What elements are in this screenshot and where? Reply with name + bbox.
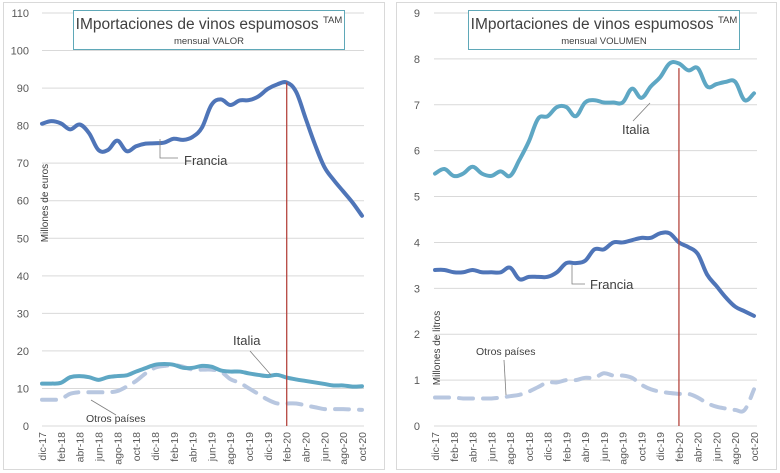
x-tick-label: oct-18 [131, 432, 143, 461]
series-annotation-label: Italia [622, 122, 650, 137]
x-tick-label: ago-19 [618, 432, 630, 465]
y-tick-label: 10 [17, 383, 29, 395]
y-tick-label: 1 [414, 375, 420, 387]
x-tick-label: feb-18 [449, 432, 461, 462]
y-tick-label: 110 [11, 8, 29, 20]
annotation-leader-line [503, 359, 507, 396]
chart-title-text: IMportaciones de vinos espumosos [75, 16, 319, 33]
y-axis-label: Millones de euros [40, 164, 51, 242]
x-tick-label: dic-18 [543, 432, 555, 461]
y-tick-label: 100 [11, 46, 29, 58]
y-tick-label: 3 [414, 283, 420, 295]
chart-panel-volumen: 0 1 2 3 4 5 6 7 8 9 dic-17 feb-18 abr-18 jun-18 ago-18… [396, 2, 777, 470]
x-tick-label: feb-20 [674, 432, 686, 462]
y-tick-label: 2 [414, 329, 420, 341]
chart-valor-svg: 0 10 20 30 40 50 60 70 80 90 100 110 dic-17 feb-18 abr… [11, 8, 369, 465]
x-tick-label: dic-18 [150, 432, 162, 461]
y-tick-label: 30 [17, 308, 29, 320]
series-line-francia [433, 230, 756, 318]
x-tick-label: dic-19 [263, 432, 275, 461]
series-line-francia [40, 80, 364, 218]
x-tick-label: ago-20 [730, 432, 742, 465]
x-tick-label: abr-18 [75, 432, 87, 463]
x-tick-label: oct-18 [524, 432, 536, 461]
annotation-leader-line [90, 399, 117, 416]
y-tick-label: 60 [17, 196, 29, 208]
x-tick-label: jun-19 [206, 432, 218, 462]
x-tick-label: dic-17 [430, 432, 442, 461]
series-line-italia [433, 60, 756, 179]
y-tick-label: 20 [17, 346, 29, 358]
x-tick-label: jun-18 [486, 432, 498, 462]
x-tick-label: jun-18 [93, 432, 105, 462]
series-line-otros-pa-ses [433, 371, 756, 414]
chart-title: IMportaciones de vinos espumosos TAM [469, 15, 739, 34]
series-annotation-label: Francia [590, 277, 634, 292]
annotation-leader-line [571, 265, 585, 285]
series-annotation-label: Otros países [476, 346, 536, 358]
chart-title-box: IMportaciones de vinos espumosos TAM men… [73, 10, 345, 50]
x-tick-label: jun-20 [319, 432, 331, 462]
chart-title: IMportaciones de vinos espumosos TAM [74, 15, 344, 34]
y-tick-label: 0 [23, 421, 29, 433]
y-tick-label: 40 [17, 271, 29, 283]
x-tick-label: feb-20 [282, 432, 294, 462]
x-tick-label: ago-18 [505, 432, 517, 465]
x-tick-label: oct-20 [357, 432, 369, 461]
annotation-leader-line [249, 350, 272, 376]
x-tick-label: feb-19 [561, 432, 573, 462]
y-axis-label: Millones de litros [432, 311, 443, 385]
y-tick-label: 6 [414, 146, 420, 158]
x-tick-label: oct-19 [636, 432, 648, 461]
x-tick-label: oct-19 [244, 432, 256, 461]
series-annotation-label: Francia [184, 153, 228, 168]
chart-panel-valor: 0 10 20 30 40 50 60 70 80 90 100 110 dic-17 feb-18 abr… [3, 2, 385, 470]
y-tick-label: 90 [17, 83, 29, 95]
x-tick-label: abr-19 [188, 432, 200, 463]
y-tick-label: 8 [414, 54, 420, 66]
annotation-leader-line [632, 102, 651, 122]
y-tick-label: 7 [414, 100, 420, 112]
x-tick-label: dic-17 [37, 432, 49, 461]
series-line-otros-pa-ses [40, 363, 364, 412]
x-tick-label: ago-20 [338, 432, 350, 465]
x-tick-label: abr-18 [468, 432, 480, 463]
chart-subtitle: mensual VOLUMEN [561, 36, 647, 47]
series-line-italia [40, 362, 364, 389]
x-tick-label: abr-20 [301, 432, 313, 463]
annotation-leader-line [159, 139, 178, 159]
chart-subtitle: mensual VALOR [173, 36, 245, 47]
x-tick-label: abr-20 [693, 432, 705, 463]
x-tick-label: dic-19 [655, 432, 667, 461]
series-annotation-label: Italia [233, 333, 261, 348]
x-tick-label: feb-18 [56, 432, 68, 462]
chart-title-text: IMportaciones de vinos espumosos [470, 16, 714, 33]
x-tick-label: abr-19 [580, 432, 592, 463]
y-tick-label: 5 [414, 192, 420, 204]
chart-volumen-svg: 0 1 2 3 4 5 6 7 8 9 dic-17 feb-18 abr-18 jun-18 ago-18… [414, 8, 761, 465]
y-tick-label: 0 [414, 421, 420, 433]
x-tick-label: feb-19 [169, 432, 181, 462]
x-tick-label: jun-19 [599, 432, 611, 462]
chart-title-superscript: TAM [322, 15, 343, 26]
chart-title-superscript: TAM [717, 15, 738, 26]
y-tick-label: 9 [414, 8, 420, 20]
chart-title-box: IMportaciones de vinos espumosos TAM men… [468, 10, 740, 50]
x-tick-label: ago-19 [225, 432, 237, 465]
y-tick-label: 50 [17, 233, 29, 245]
y-tick-label: 70 [17, 158, 29, 170]
y-tick-label: 4 [414, 237, 420, 249]
x-tick-label: oct-20 [749, 432, 761, 461]
x-tick-label: jun-20 [711, 432, 723, 462]
y-tick-label: 80 [17, 121, 29, 133]
series-annotation-label: Otros países [86, 413, 146, 425]
x-tick-label: ago-18 [112, 432, 124, 465]
